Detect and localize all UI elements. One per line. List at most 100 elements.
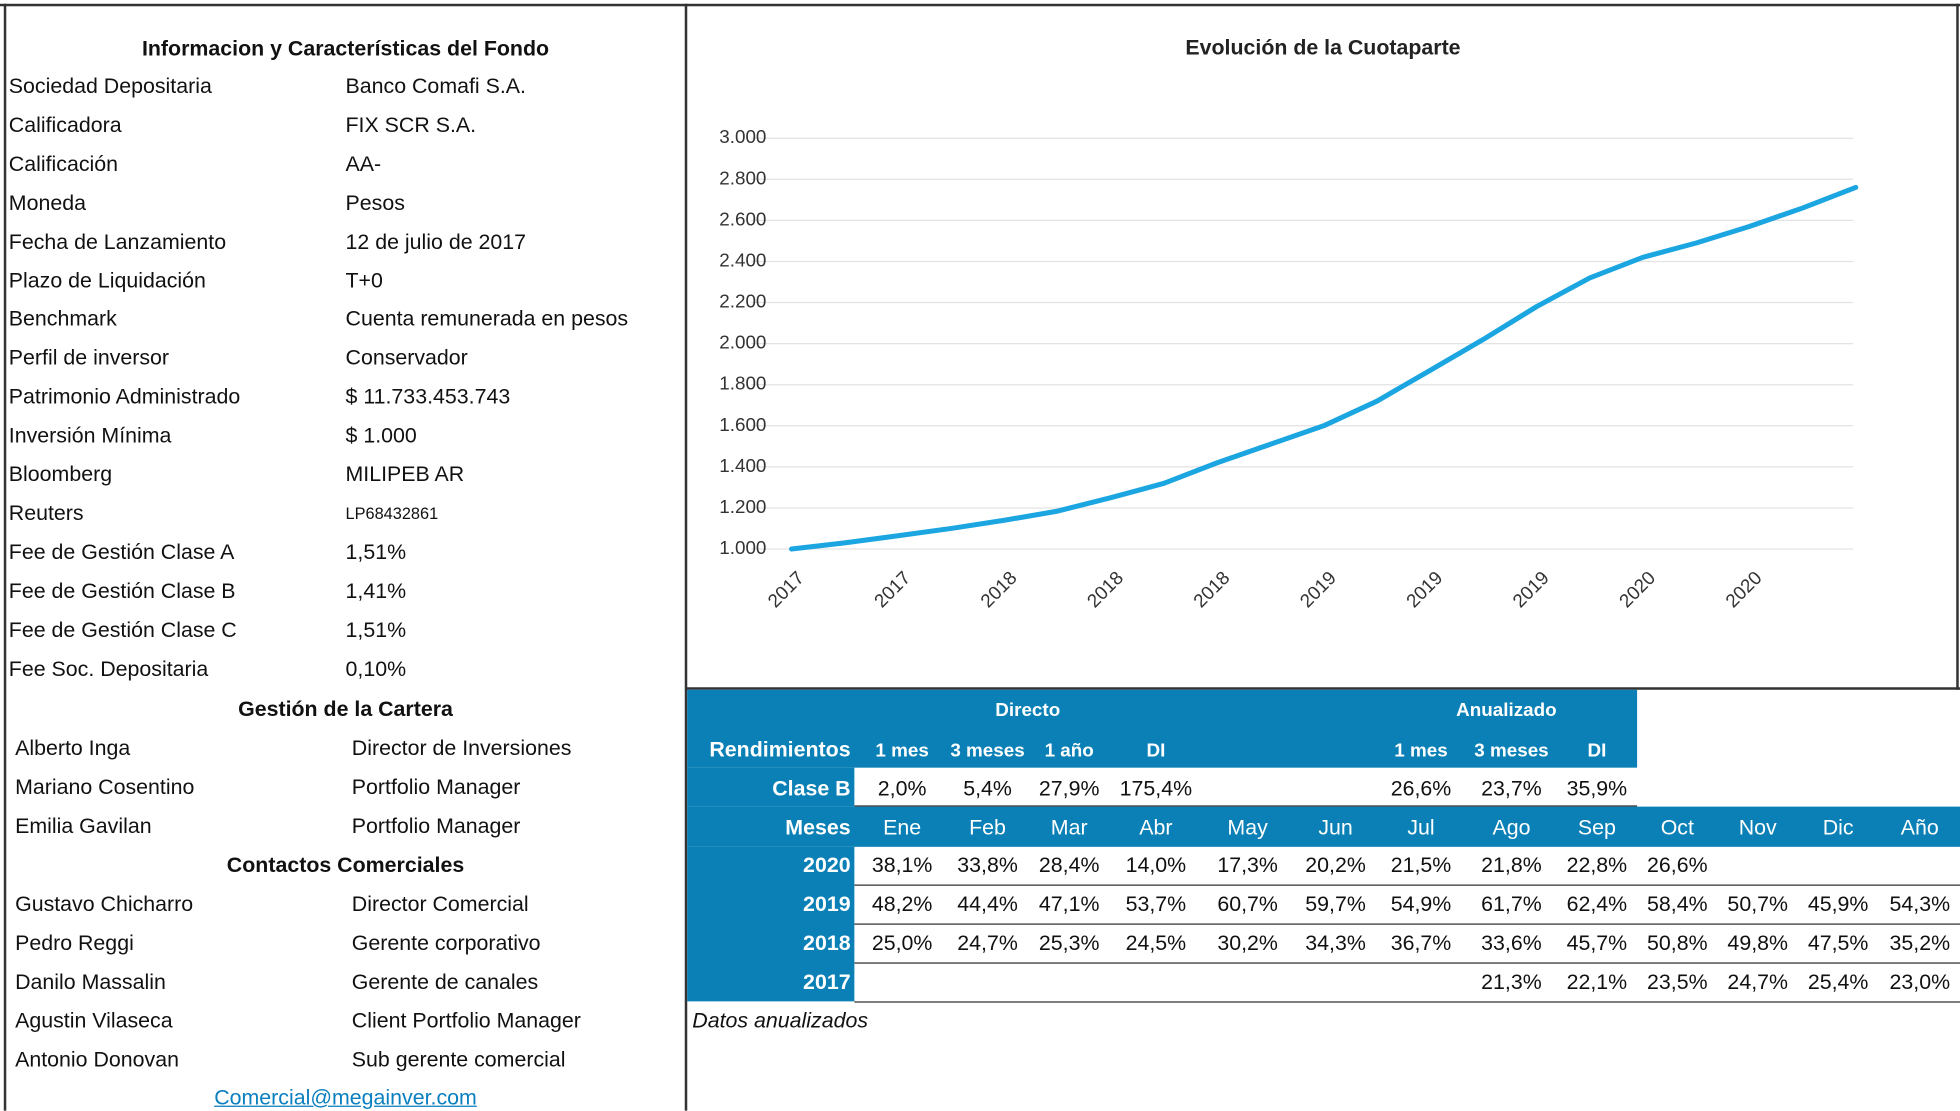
x-tick-label: 2018 [1083,567,1127,611]
info-label: Perfil de inversor [8,345,170,370]
column-header: Jul [1407,815,1435,840]
person-role: Portfolio Manager [351,813,521,838]
cell: 33,6% [1481,930,1542,955]
person-name: Danilo Massalin [15,969,166,994]
cell: 21,5% [1390,853,1452,877]
chart: Evolución de la Cuotaparte 1.000 1.200 1.40… [719,36,1859,611]
row-label: 2020 [803,853,851,877]
border [685,687,1960,690]
group-header: Anualizado [1456,699,1557,722]
column-header: Sep [1577,815,1616,840]
x-tick-label: 2019 [1296,567,1340,611]
person-name: Emilia Gavilan [15,813,152,838]
info-label: Fee de Gestión Clase C [8,617,237,642]
column-header: Oct [1660,815,1694,840]
info-value: MILIPEB AR [345,462,465,487]
cell: 49,8% [1727,930,1788,955]
y-tick-label: 2.200 [719,291,766,312]
cell: 35,2% [1889,930,1951,955]
cell: 5,4% [963,776,1012,801]
row-line [854,1001,1960,1003]
info-label: Fee de Gestión Clase A [8,540,235,564]
cell: 45,7% [1566,930,1628,955]
column-header: 3 meses [950,740,1025,762]
person-name: Gustavo Chicharro [15,892,194,916]
person-role: Director de Inversiones [351,736,572,761]
cell: 34,3% [1305,930,1366,955]
info-value: Banco Comafi S.A. [345,74,526,98]
info-value: 12 de julio de 2017 [345,229,527,254]
email-link[interactable]: Comercial@megainver.com [214,1085,477,1110]
row-line [854,962,1960,964]
row-line [854,923,1960,925]
column-header: Mar [1050,815,1088,840]
column-header: Jun [1318,815,1353,840]
cell: 25,3% [1038,930,1100,955]
cell: 24,7% [1727,969,1788,994]
person-role: Director Comercial [351,892,529,916]
person-name: Antonio Donovan [15,1047,179,1072]
cell: 50,7% [1727,892,1788,916]
cell: 62,4% [1566,892,1628,916]
cell: 58,4% [1647,892,1708,916]
cell: 25,0% [871,930,933,955]
info-label: Patrimonio Administrado [8,384,241,409]
info-label: Reuters [8,501,84,526]
y-tick-label: 1.200 [719,496,766,517]
chart-title: Evolución de la Cuotaparte [1185,36,1460,60]
cell: 60,7% [1217,892,1278,916]
cell: 61,7% [1481,892,1542,916]
header-band [687,689,1638,768]
column-header: Ago [1492,815,1531,840]
cell: 54,3% [1889,892,1951,916]
section-title: Contactos Comerciales [226,853,465,877]
border [1956,3,1959,690]
cell: 33,8% [957,853,1018,877]
cell: 47,1% [1038,892,1100,916]
cell: 25,4% [1807,969,1869,994]
cell: 20,2% [1305,853,1366,877]
x-tick-label: 2020 [1721,567,1765,611]
row-label-cell [687,767,855,807]
x-tick-label: 2020 [1615,567,1659,611]
cell: 44,4% [957,892,1018,916]
cell: 59,7% [1305,892,1366,916]
y-tick-label: 2.000 [719,332,766,353]
info-value: $ 1.000 [345,423,417,448]
section-title: Informacion y Características del Fondo [141,36,550,61]
row-line [854,884,1960,886]
info-value: $ 11.733.453.743 [345,384,511,409]
info-value: FIX SCR S.A. [345,112,477,137]
y-tick-label: 1.000 [719,537,766,558]
column-header: Abr [1139,815,1173,840]
column-header: DI [1587,740,1607,762]
y-tick-label: 3.000 [719,126,766,147]
info-label: Calificación [8,151,119,176]
row-line [854,805,1638,807]
y-tick-label: 1.600 [719,414,766,435]
cell: 50,8% [1647,930,1708,955]
info-value: T+0 [345,268,383,293]
column-header: Feb [969,815,1006,840]
y-tick-label: 2.800 [719,167,766,188]
cell: 26,6% [1647,853,1708,877]
info-label: Sociedad Depositaria [8,74,212,98]
header-band [687,806,1960,847]
cell: 35,9% [1566,776,1628,801]
column-header: Dic [1822,815,1854,840]
y-tick-label: 2.600 [719,208,766,229]
row-label: Clase B [772,776,851,801]
cell: 30,2% [1217,930,1278,955]
cell: 26,6% [1390,776,1452,801]
row-label: 2017 [803,969,851,994]
x-tick-label: 2017 [763,567,807,611]
x-tick-label: 2018 [1189,567,1233,611]
cell: 36,7% [1390,930,1452,955]
info-value: 0,10% [345,656,407,681]
cell: 24,5% [1125,930,1187,955]
cell: 22,1% [1566,969,1628,994]
row-label: 2018 [803,930,851,955]
person-role: Client Portfolio Manager [351,1008,581,1033]
info-value: LP68432861 [345,503,439,523]
